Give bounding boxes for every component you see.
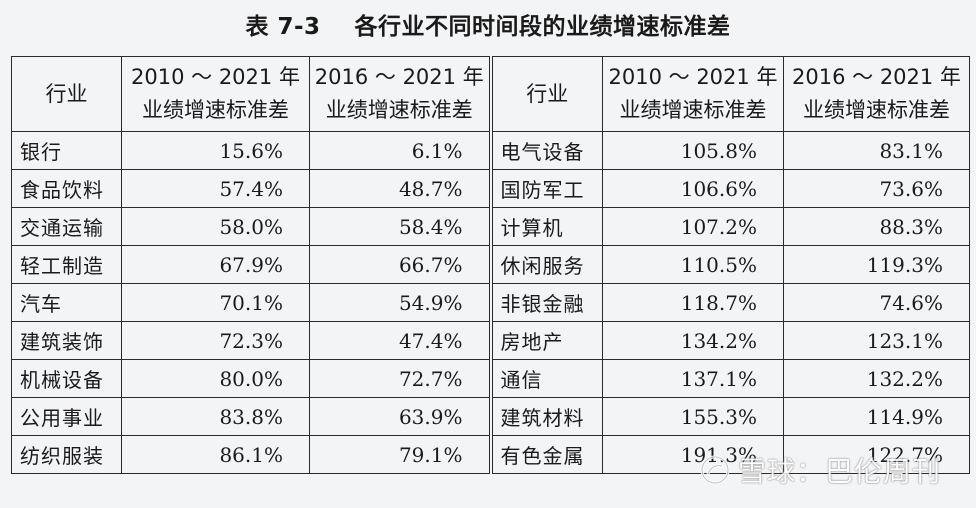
- industry-cell: 休闲服务: [488, 245, 603, 284]
- header-period-line1: 2010 ～ 2021 年: [131, 65, 300, 89]
- value-cell: 114.9%: [783, 397, 970, 436]
- industry-cell: 银行: [11, 131, 122, 170]
- industry-cell: 建筑装饰: [11, 321, 122, 360]
- value-cell: 79.1%: [309, 435, 491, 474]
- value-cell: 83.1%: [783, 131, 970, 170]
- header-period-line2: 业绩增速标准差: [325, 98, 473, 122]
- industry-cell: 计算机: [488, 207, 603, 246]
- snowball-logo-icon: [700, 455, 730, 485]
- industry-cell: 房地产: [488, 321, 603, 360]
- value-cell: 86.1%: [121, 435, 310, 474]
- value-cell: 119.3%: [783, 245, 970, 284]
- industry-cell: 交通运输: [11, 207, 122, 246]
- value-cell: 132.2%: [783, 359, 970, 398]
- value-cell: 74.6%: [783, 283, 970, 322]
- header-period-2010-2021-left: 2010 ～ 2021 年 业绩增速标准差: [121, 56, 310, 132]
- value-cell: 83.8%: [121, 397, 310, 436]
- header-industry-right: 行业: [488, 56, 603, 132]
- industry-cell: 轻工制造: [11, 245, 122, 284]
- header-period-line1: 2016 ～ 2021 年: [314, 65, 484, 89]
- value-cell: 67.9%: [121, 245, 310, 284]
- table-row: 纺织服装 86.1% 79.1% 有色金属 191.3% 122.7%: [11, 435, 970, 474]
- value-cell: 73.6%: [783, 169, 970, 208]
- header-period-line2: 业绩增速标准差: [142, 98, 289, 122]
- value-cell: 155.3%: [602, 397, 784, 436]
- value-cell: 191.3%: [602, 435, 784, 474]
- value-cell: 118.7%: [602, 283, 784, 322]
- value-cell: 66.7%: [309, 245, 491, 284]
- table-row: 银行 15.6% 6.1% 电气设备 105.8% 83.1%: [11, 131, 970, 170]
- value-cell: 6.1%: [309, 131, 491, 170]
- value-cell: 58.4%: [309, 207, 491, 246]
- watermark: 雪球：巴伦周刊: [700, 452, 941, 488]
- industry-cell: 汽车: [11, 283, 122, 322]
- header-period-2010-2021-right: 2010 ～ 2021 年 业绩增速标准差: [602, 56, 784, 132]
- value-cell: 80.0%: [121, 359, 310, 398]
- header-period-line2: 业绩增速标准差: [619, 98, 767, 122]
- table-row: 建筑装饰 72.3% 47.4% 房地产 134.2% 123.1%: [11, 321, 970, 360]
- industry-cell: 国防军工: [488, 169, 603, 208]
- value-cell: 88.3%: [783, 207, 970, 246]
- header-row: 行业 2010 ～ 2021 年 业绩增速标准差 2016 ～ 2021 年 业…: [11, 56, 970, 132]
- value-cell: 137.1%: [602, 359, 784, 398]
- industry-cell: 电气设备: [488, 131, 603, 170]
- industry-cell: 通信: [488, 359, 603, 398]
- industry-cell: 公用事业: [11, 397, 122, 436]
- table-row: 交通运输 58.0% 58.4% 计算机 107.2% 88.3%: [11, 207, 970, 246]
- industry-cell: 纺织服装: [11, 435, 122, 474]
- value-cell: 106.6%: [602, 169, 784, 208]
- value-cell: 57.4%: [121, 169, 310, 208]
- value-cell: 72.7%: [309, 359, 491, 398]
- value-cell: 48.7%: [309, 169, 491, 208]
- header-period-line1: 2010 ～ 2021 年: [608, 65, 778, 89]
- header-period-2016-2021-left: 2016 ～ 2021 年 业绩增速标准差: [309, 56, 491, 132]
- industry-cell: 机械设备: [11, 359, 122, 398]
- value-cell: 58.0%: [121, 207, 310, 246]
- value-cell: 105.8%: [602, 131, 784, 170]
- header-industry-left: 行业: [11, 56, 122, 132]
- header-period-line1: 2016 ～ 2021 年: [792, 65, 961, 89]
- header-period-line2: 业绩增速标准差: [803, 98, 950, 122]
- industry-cell: 非银金融: [488, 283, 603, 322]
- header-period-2016-2021-right: 2016 ～ 2021 年 业绩增速标准差: [783, 56, 970, 132]
- value-cell: 122.7%: [783, 435, 970, 474]
- value-cell: 107.2%: [602, 207, 784, 246]
- value-cell: 63.9%: [309, 397, 491, 436]
- value-cell: 47.4%: [309, 321, 491, 360]
- watermark-text: 雪球：巴伦周刊: [738, 455, 942, 488]
- industry-cell: 食品饮料: [11, 169, 122, 208]
- value-cell: 123.1%: [783, 321, 970, 360]
- value-cell: 110.5%: [602, 245, 784, 284]
- table-row: 机械设备 80.0% 72.7% 通信 137.1% 132.2%: [11, 359, 970, 398]
- value-cell: 70.1%: [121, 283, 310, 322]
- value-cell: 72.3%: [121, 321, 310, 360]
- industry-cell: 有色金属: [488, 435, 603, 474]
- value-cell: 134.2%: [602, 321, 784, 360]
- table-row: 公用事业 83.8% 63.9% 建筑材料 155.3% 114.9%: [11, 397, 970, 436]
- value-cell: 54.9%: [309, 283, 491, 322]
- table-row: 汽车 70.1% 54.9% 非银金融 118.7% 74.6%: [11, 283, 970, 322]
- table-title: 表 7-3 各行业不同时间段的业绩增速标准差: [245, 14, 731, 40]
- value-cell: 15.6%: [121, 131, 310, 170]
- table-row: 轻工制造 67.9% 66.7% 休闲服务 110.5% 119.3%: [11, 245, 970, 284]
- industry-volatility-table: 行业 2010 ～ 2021 年 业绩增速标准差 2016 ～ 2021 年 业…: [11, 56, 970, 474]
- industry-cell: 建筑材料: [488, 397, 603, 436]
- table-row: 食品饮料 57.4% 48.7% 国防军工 106.6% 73.6%: [11, 169, 970, 208]
